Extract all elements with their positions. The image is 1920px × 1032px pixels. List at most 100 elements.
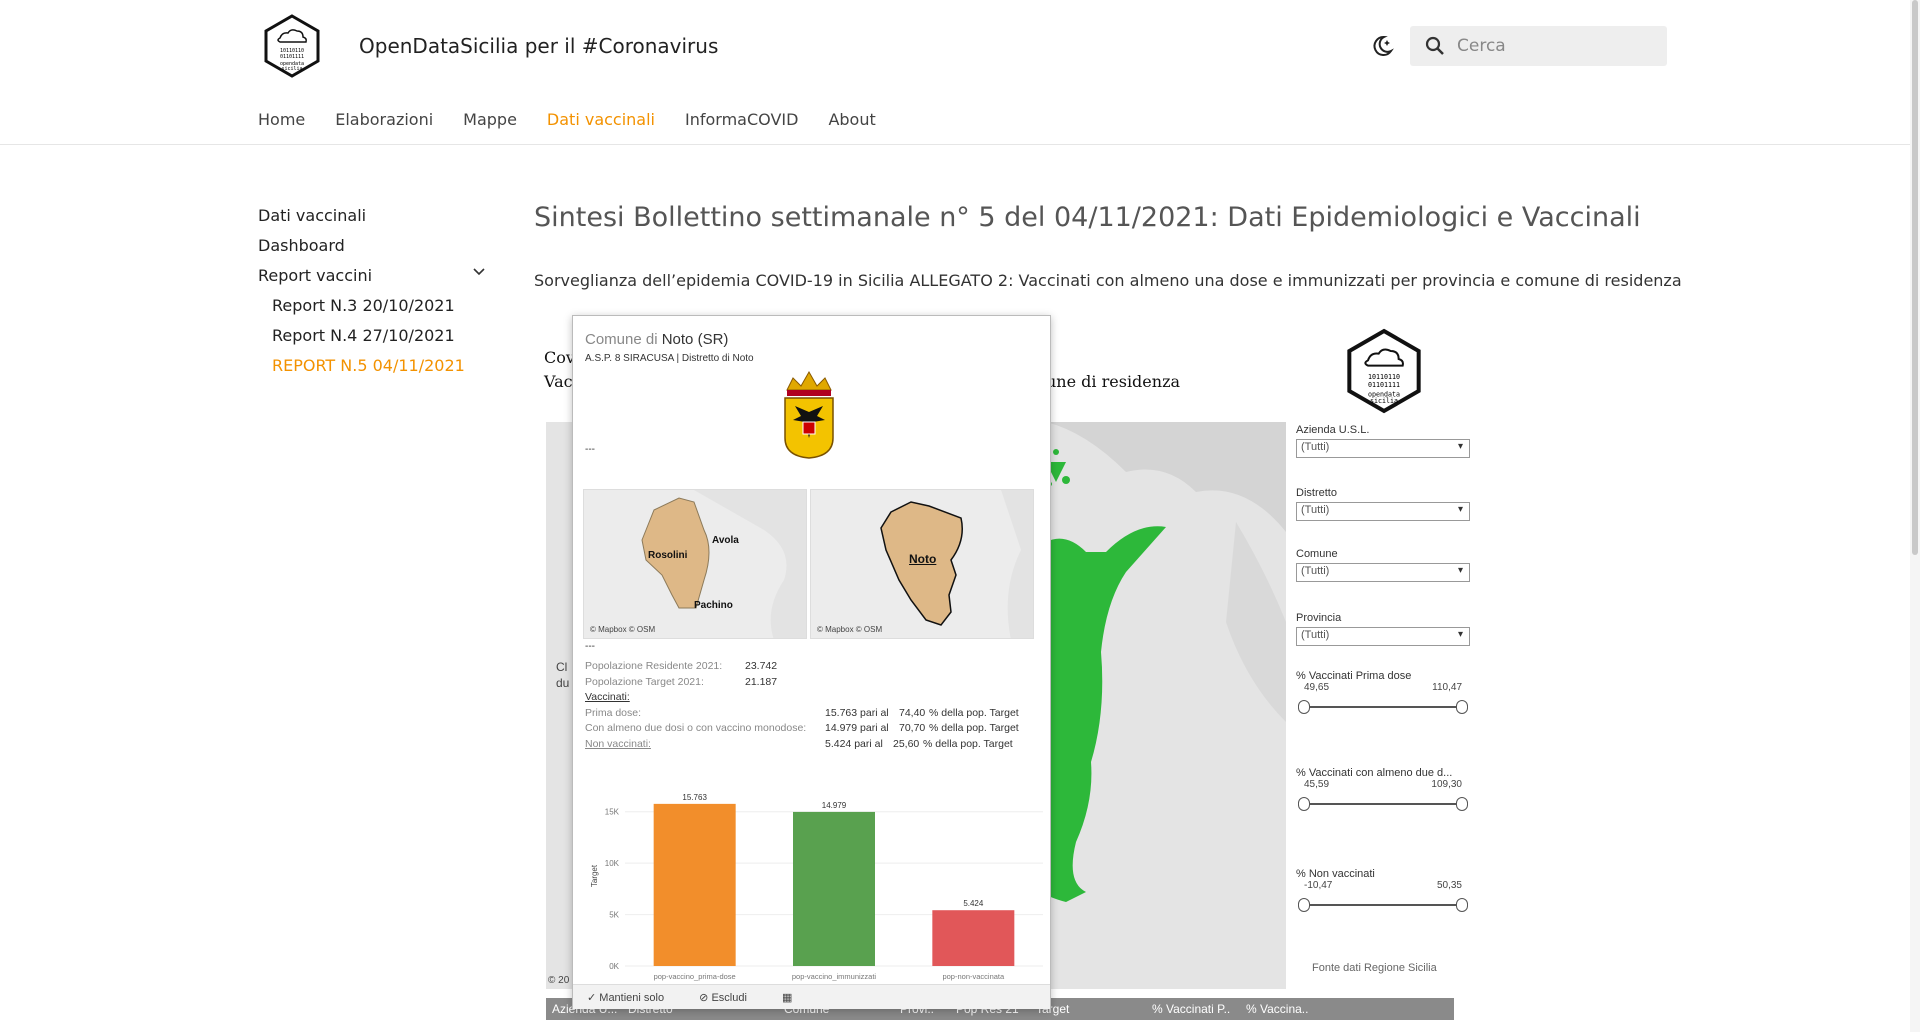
range-slider[interactable]: 45,59 109,30	[1296, 779, 1470, 815]
bar[interactable]	[932, 910, 1015, 966]
non-vaccinati-pct: 25,60	[893, 737, 920, 750]
bar-value-label: 5.424	[963, 899, 984, 908]
svg-text:sicilia: sicilia	[1370, 397, 1398, 405]
tooltip-actions: ✓ Mantieni solo ⊘ Escludi ▦	[573, 984, 1050, 1009]
viz-title-fragment-2: Vac	[544, 372, 573, 391]
search-icon	[1425, 36, 1444, 55]
range-prima-dose[interactable]: % Vaccinati Prima dose 49,65 110,47	[1296, 670, 1470, 718]
range-slider[interactable]: -10,47 50,35	[1296, 880, 1470, 916]
tooltip-subtitle: A.S.P. 8 SIRACUSA | Distretto di Noto	[585, 353, 754, 364]
due-dosi-label: Con almeno due dosi o con vaccino monodo…	[585, 722, 807, 734]
search-box[interactable]: Cerca	[1410, 26, 1667, 66]
tooltip-map-district: Avola Rosolini Pachino © Mapbox © OSM	[583, 489, 807, 639]
non-vaccinati-value: 5.424 pari al	[825, 737, 883, 750]
non-vaccinati-suffix: % della pop. Target	[923, 737, 1013, 750]
bar[interactable]	[653, 803, 736, 966]
slider-handle-max[interactable]	[1456, 700, 1468, 714]
slider-track	[1304, 904, 1462, 906]
map-label-avola: Avola	[712, 535, 739, 546]
range-max: 50,35	[1436, 880, 1462, 891]
scrollbar-thumb[interactable]	[1912, 0, 1918, 555]
range-label: % Vaccinati con almeno due d...	[1296, 767, 1453, 779]
slider-handle-max[interactable]	[1456, 898, 1468, 912]
sidebar-subitem-report-3[interactable]: Report N.3 20/10/2021	[272, 296, 455, 315]
bar-value-label: 15.763	[682, 793, 707, 802]
data-source: Fonte dati Regione Sicilia	[1312, 962, 1437, 974]
y-tick-label: 0K	[609, 962, 619, 971]
sidebar-subitem-report-4[interactable]: Report N.4 27/10/2021	[272, 326, 455, 345]
col-vaccinati-p[interactable]: % Vaccinati P..	[1152, 1002, 1231, 1016]
filter-select[interactable]: (Tutti)	[1296, 502, 1470, 521]
filter-select[interactable]: (Tutti)	[1296, 627, 1470, 646]
y-tick-label: 5K	[609, 911, 619, 920]
range-due-dosi[interactable]: % Vaccinati con almeno due d... 45,59 109…	[1296, 767, 1470, 815]
nav-mappe[interactable]: Mappe	[463, 110, 517, 129]
map-label-pachino: Pachino	[694, 600, 733, 611]
y-axis-label: Target	[590, 864, 599, 887]
map-label-rosolini: Rosolini	[648, 550, 688, 561]
site-title[interactable]: OpenDataSicilia per il #Coronavirus	[359, 34, 719, 58]
slider-track	[1304, 803, 1462, 805]
filter-distretto[interactable]: Distretto (Tutti)	[1296, 487, 1470, 521]
sidebar-item-report-vaccini[interactable]: Report vaccini	[258, 266, 373, 285]
filter-select[interactable]: (Tutti)	[1296, 563, 1470, 582]
viz-title-fragment-right: une di residenza	[1046, 372, 1181, 391]
nav-home[interactable]: Home	[258, 110, 306, 129]
tooltip-title: Comune di Noto (SR)	[585, 331, 728, 348]
keep-only-label: Mantieni solo	[599, 992, 665, 1004]
page-description: Sorveglianza dell’epidemia COVID-19 in S…	[534, 271, 1682, 290]
map-credit: © Mapbox © OSM	[817, 625, 883, 634]
slider-handle-min[interactable]	[1298, 700, 1310, 714]
noto-coat-of-arms	[784, 370, 834, 459]
main-nav: Home Elaborazioni Mappe Dati vaccinali I…	[258, 110, 906, 129]
tooltip-prefix: Comune di	[585, 331, 658, 348]
prima-dose-value: 15.763 pari al	[825, 706, 889, 719]
opendatasicilia-logo[interactable]: 10110110 01101111 opendata sicilia	[262, 14, 322, 78]
svg-text:sicilia: sicilia	[281, 66, 302, 72]
nav-about[interactable]: About	[828, 110, 876, 129]
filter-provincia[interactable]: Provincia (Tutti)	[1296, 612, 1470, 646]
pop-target-value: 21.187	[745, 675, 778, 688]
slider-handle-max[interactable]	[1456, 797, 1468, 811]
vaccination-bar-chart[interactable]: 0K 5K 10K 15K Target 15.763 pop-vaccino_prima-…	[573, 756, 1052, 984]
view-data-icon[interactable]: ▦	[781, 992, 793, 1004]
svg-text:opendata: opendata	[1368, 390, 1400, 398]
exclude-button[interactable]: ⊘ Escludi	[699, 992, 747, 1004]
nav-elaborazioni[interactable]: Elaborazioni	[335, 110, 434, 129]
slider-handle-min[interactable]	[1298, 797, 1310, 811]
map-tooltip[interactable]: Comune di Noto (SR) A.S.P. 8 SIRACUSA | …	[572, 315, 1051, 1009]
range-slider[interactable]: 49,65 110,47	[1296, 682, 1470, 718]
nav-dati-vaccinali[interactable]: Dati vaccinali	[546, 110, 655, 129]
svg-text:opendata: opendata	[280, 61, 304, 67]
bar[interactable]	[793, 811, 875, 966]
vaccinati-label: Vaccinati:	[585, 691, 630, 703]
sidebar-item-dati-vaccinali[interactable]: Dati vaccinali	[258, 206, 367, 225]
chevron-down-icon[interactable]	[473, 268, 485, 276]
range-non-vaccinati[interactable]: % Non vaccinati -10,47 50,35	[1296, 868, 1470, 916]
x-tick-label: pop-vaccino_immunizzati	[792, 972, 877, 981]
sidebar: Dati vaccinali Dashboard Report vaccini …	[258, 206, 485, 386]
filter-label: Provincia	[1296, 612, 1342, 624]
sidebar-item-dashboard[interactable]: Dashboard	[258, 236, 345, 255]
tooltip-stats: Popolazione Residente 2021: 23.742 Popola…	[585, 659, 1035, 752]
sidebar-subitem-report-5[interactable]: REPORT N.5 04/11/2021	[272, 356, 465, 375]
keep-only-button[interactable]: ✓ Mantieni solo	[587, 992, 665, 1004]
map-credit: © Mapbox © OSM	[590, 625, 656, 634]
dark-mode-icon[interactable]	[1370, 34, 1394, 58]
col-vaccina[interactable]: % Vaccina..	[1246, 1002, 1309, 1016]
nav-informacovid[interactable]: InformaCOVID	[685, 110, 799, 129]
map-copyright: © 20	[548, 975, 570, 986]
range-label: % Vaccinati Prima dose	[1296, 670, 1412, 682]
bar-value-label: 14.979	[822, 801, 847, 810]
filter-select[interactable]: (Tutti)	[1296, 439, 1470, 458]
filter-azienda[interactable]: Azienda U.S.L. (Tutti)	[1296, 424, 1470, 458]
range-max: 109,30	[1431, 779, 1462, 790]
range-min: -10,47	[1304, 880, 1333, 891]
viz-title-fragment-1: Cov	[544, 348, 575, 367]
tooltip-map-comune: Noto © Mapbox © OSM	[810, 489, 1034, 639]
filter-label: Comune	[1296, 548, 1338, 560]
slider-handle-min[interactable]	[1298, 898, 1310, 912]
search-placeholder[interactable]: Cerca	[1457, 36, 1506, 56]
filter-comune[interactable]: Comune (Tutti)	[1296, 548, 1470, 582]
tooltip-separator-2: ---	[585, 641, 595, 652]
